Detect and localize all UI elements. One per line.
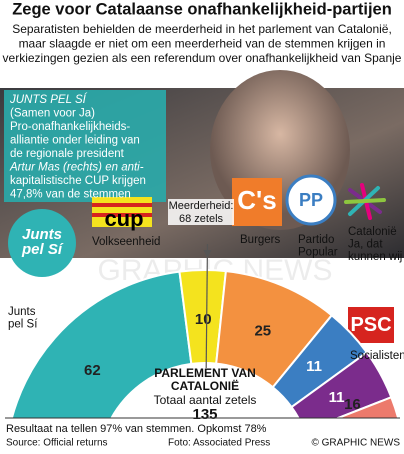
category-label: Volkseenheid (92, 236, 160, 248)
logo-cs (232, 178, 282, 226)
segment (10, 270, 193, 418)
info-text: 47,8% van de stemmen (10, 189, 131, 201)
subtitle: verkiezingen gezien als een referendum o… (3, 51, 402, 65)
info-text: alliantie onder leiding van (10, 135, 140, 147)
value-label: 62 (84, 362, 101, 379)
category-label: Catalonië Ja, dat kunnen wij (348, 226, 402, 263)
category-label: Partido Popular (298, 234, 338, 259)
subtitle: Separatisten behielden de meerderheid in… (12, 22, 392, 36)
info-box (4, 90, 166, 202)
logo-text: C's (237, 185, 276, 215)
category-label: Burgers (240, 234, 281, 246)
logo-text: cup (104, 206, 143, 231)
logo-text: Junts pel Sí (21, 226, 64, 258)
info-text: Artur Mas (rechts) en anti- (9, 162, 144, 174)
copyright: © GRAPHIC NEWS (312, 438, 401, 449)
info-text: de regionale president (10, 148, 125, 160)
logo-pp (285, 174, 337, 226)
center-subtitle: Totaal aantal zetels (154, 393, 257, 407)
info-text: (Samen voor Ja) (10, 108, 95, 120)
majority-label-bg (168, 199, 234, 225)
value-label: 11 (329, 389, 345, 406)
chart-title: Zege voor Catalaanse onafhankelijkheid-p… (12, 0, 392, 18)
majority-line (205, 244, 209, 369)
logo-cup-stripe (92, 203, 152, 207)
info-text: Pro-onafhankelijkheids- (10, 121, 130, 133)
info-text: JUNTS PEL SÍ (9, 93, 88, 106)
logo-text: PSC (350, 314, 391, 336)
majority-value-label: 68 zetels (179, 213, 224, 225)
category-label: Socialisten (350, 350, 404, 362)
logo-catalonia (344, 183, 386, 220)
value-label: 11 (306, 358, 322, 375)
category-label: Junts pel Sí (8, 306, 38, 331)
value-label: 16 (344, 396, 361, 413)
value-label: 25 (254, 323, 271, 340)
majority-arrow (203, 250, 212, 259)
subtitle: maar slaagde er niet om een meerderheid … (19, 37, 386, 51)
source: Source: Official returns (6, 438, 108, 449)
majority-label: Meerderheid: (169, 200, 234, 212)
logos (8, 174, 394, 343)
center-title: CATALONIË (171, 378, 239, 393)
logo-cup-flag (92, 197, 152, 227)
logo-text: PP (299, 190, 323, 210)
note: Resultaat na tellen 97% van stemmen. Opk… (6, 423, 267, 435)
credit: Foto: Associated Press (168, 438, 270, 449)
center-title: PARLEMENT VAN (154, 366, 256, 380)
value-label: 10 (195, 311, 212, 328)
logo-cup-stripe (92, 213, 152, 217)
donut (10, 269, 400, 418)
info-text: kapitalistische CUP krijgen (10, 175, 146, 187)
segment (335, 395, 400, 418)
logo-junts (8, 209, 76, 277)
total: 135 (192, 406, 217, 423)
